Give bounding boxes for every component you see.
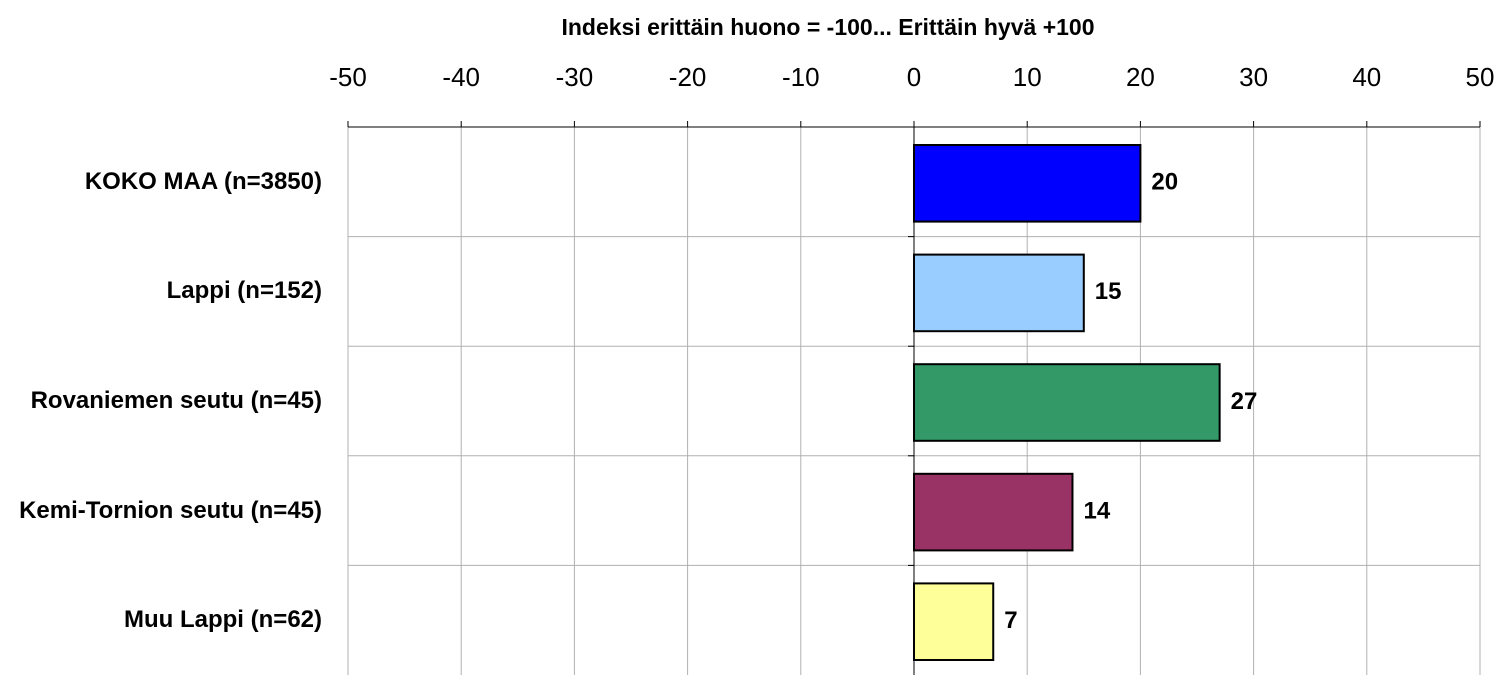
x-tick-label: 10: [1013, 62, 1042, 92]
x-tick-label: 20: [1126, 62, 1155, 92]
x-tick-label: -20: [669, 62, 707, 92]
value-label: 27: [1231, 388, 1258, 415]
y-tick-label: Kemi-Tornion seutu (n=45): [19, 496, 322, 524]
value-label: 20: [1151, 169, 1178, 196]
x-tick-label: 40: [1352, 62, 1381, 92]
x-tick-label: 30: [1239, 62, 1268, 92]
x-tick-label: 50: [1466, 62, 1495, 92]
y-tick-label: Muu Lappi (n=62): [124, 606, 322, 634]
chart-title: Indeksi erittäin huono = -100... Erittäi…: [561, 14, 1094, 40]
bar: [913, 253, 1085, 333]
bar: [913, 144, 1142, 223]
x-tick-label: -40: [442, 62, 480, 92]
category-label-box: Muu Lappi (n=62): [0, 565, 322, 675]
bar: [913, 582, 995, 662]
x-tick-label: -30: [556, 62, 594, 92]
x-tick-label: 0: [907, 62, 921, 92]
category-label-box: KOKO MAA (n=3850): [0, 127, 322, 237]
value-label: 15: [1095, 278, 1122, 305]
category-label-box: Lappi (n=152): [0, 237, 322, 347]
y-tick-label: KOKO MAA (n=3850): [84, 167, 322, 195]
x-tick-label: -10: [782, 62, 820, 92]
bar: [913, 472, 1074, 552]
x-tick-label: -50: [329, 62, 367, 92]
value-label: 14: [1083, 497, 1110, 524]
bar: [913, 363, 1221, 442]
category-label-box: Kemi-Tornion seutu (n=45): [0, 456, 322, 566]
category-label-box: Rovaniemen seutu (n=45): [0, 346, 322, 456]
y-tick-label: Rovaniemen seutu (n=45): [30, 386, 322, 414]
value-label: 7: [1004, 607, 1017, 634]
y-tick-label: Lappi (n=152): [166, 277, 322, 305]
